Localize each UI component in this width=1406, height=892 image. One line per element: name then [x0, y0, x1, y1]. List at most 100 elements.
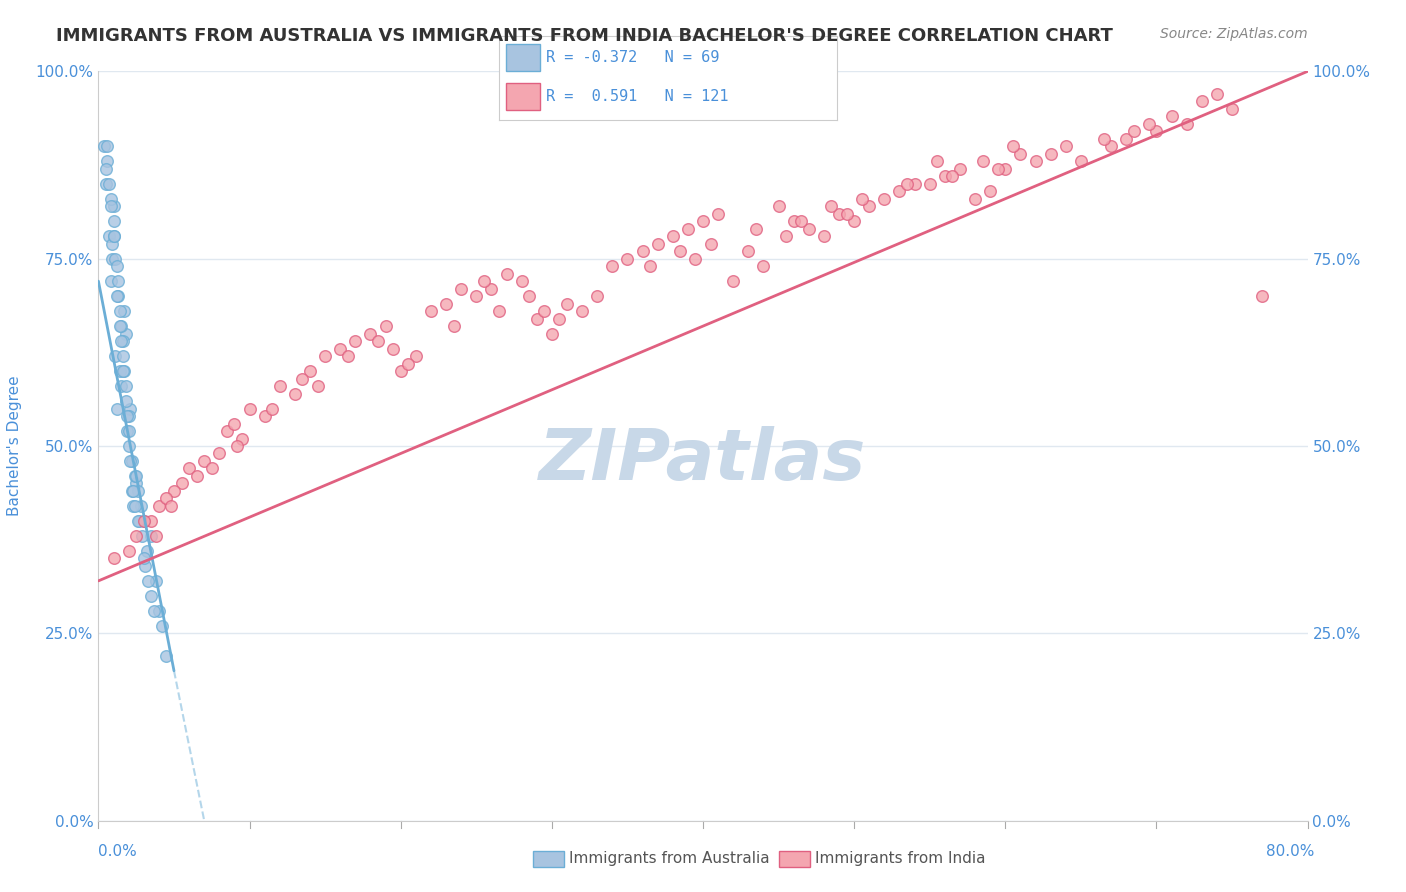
Point	[472, 274, 495, 288]
Point	[100, 199, 122, 213]
Point	[533, 304, 555, 318]
Point	[118, 424, 141, 438]
Point	[125, 476, 148, 491]
Point	[148, 604, 170, 618]
Point	[661, 229, 683, 244]
Point	[94, 177, 117, 191]
Point	[136, 574, 159, 588]
Point	[105, 289, 128, 303]
Point	[269, 379, 291, 393]
Point	[145, 574, 167, 588]
Point	[1137, 117, 1160, 131]
Point	[186, 469, 208, 483]
Point	[131, 529, 153, 543]
Point	[118, 544, 141, 558]
Point	[927, 154, 949, 169]
Point	[1070, 154, 1092, 169]
Point	[382, 342, 405, 356]
Point	[851, 192, 873, 206]
Point	[1206, 87, 1229, 101]
Point	[150, 619, 173, 633]
Point	[1122, 124, 1144, 138]
Point	[104, 252, 127, 266]
Point	[114, 326, 136, 341]
Point	[135, 544, 157, 558]
Point	[896, 177, 918, 191]
Point	[1024, 154, 1046, 169]
Point	[103, 229, 125, 244]
Point	[1054, 139, 1077, 153]
Point	[163, 483, 186, 498]
Point	[775, 229, 797, 244]
Point	[118, 409, 141, 423]
Point	[517, 289, 540, 303]
Point	[904, 177, 927, 191]
Point	[239, 401, 262, 416]
Point	[571, 304, 593, 318]
Point	[1010, 146, 1032, 161]
Point	[790, 214, 813, 228]
Point	[100, 274, 122, 288]
Point	[979, 184, 1001, 198]
Point	[127, 514, 149, 528]
Point	[889, 184, 911, 198]
Point	[111, 349, 134, 363]
Point	[103, 199, 125, 213]
Point	[918, 177, 941, 191]
Point	[768, 199, 790, 213]
Point	[420, 304, 443, 318]
Point	[124, 499, 146, 513]
Point	[1039, 146, 1062, 161]
Point	[389, 364, 412, 378]
Point	[105, 259, 128, 273]
Point	[141, 589, 163, 603]
Text: R =  0.591   N = 121: R = 0.591 N = 121	[547, 89, 728, 104]
Point	[145, 529, 167, 543]
Point	[115, 424, 138, 438]
Point	[141, 514, 163, 528]
Point	[526, 311, 548, 326]
Point	[586, 289, 609, 303]
Point	[1191, 95, 1213, 109]
Point	[307, 379, 329, 393]
Point	[949, 161, 972, 176]
Point	[129, 499, 152, 513]
Point	[835, 207, 858, 221]
Point	[128, 514, 150, 528]
Point	[112, 304, 135, 318]
Point	[170, 476, 193, 491]
Text: Immigrants from Australia: Immigrants from Australia	[569, 852, 770, 866]
Point	[450, 282, 472, 296]
Text: Source: ZipAtlas.com: Source: ZipAtlas.com	[1160, 27, 1308, 41]
Point	[226, 439, 249, 453]
Point	[465, 289, 488, 303]
Point	[723, 274, 745, 288]
Point	[104, 349, 127, 363]
Point	[1099, 139, 1122, 153]
Point	[820, 199, 842, 213]
Point	[1146, 124, 1168, 138]
Point	[98, 177, 121, 191]
Point	[965, 192, 987, 206]
Point	[103, 551, 125, 566]
Point	[737, 244, 759, 259]
Point	[253, 409, 276, 423]
Point	[555, 296, 578, 310]
Point	[112, 364, 135, 378]
Point	[114, 379, 136, 393]
Point	[329, 342, 352, 356]
Point	[707, 207, 730, 221]
Point	[108, 319, 131, 334]
Point	[160, 499, 183, 513]
Point	[540, 326, 562, 341]
Point	[844, 214, 866, 228]
Point	[405, 349, 427, 363]
Point	[101, 252, 124, 266]
Point	[1175, 117, 1198, 131]
Point	[115, 409, 138, 423]
Point	[314, 349, 336, 363]
Point	[127, 483, 149, 498]
Point	[118, 439, 141, 453]
Point	[745, 221, 768, 235]
Point	[291, 371, 314, 385]
